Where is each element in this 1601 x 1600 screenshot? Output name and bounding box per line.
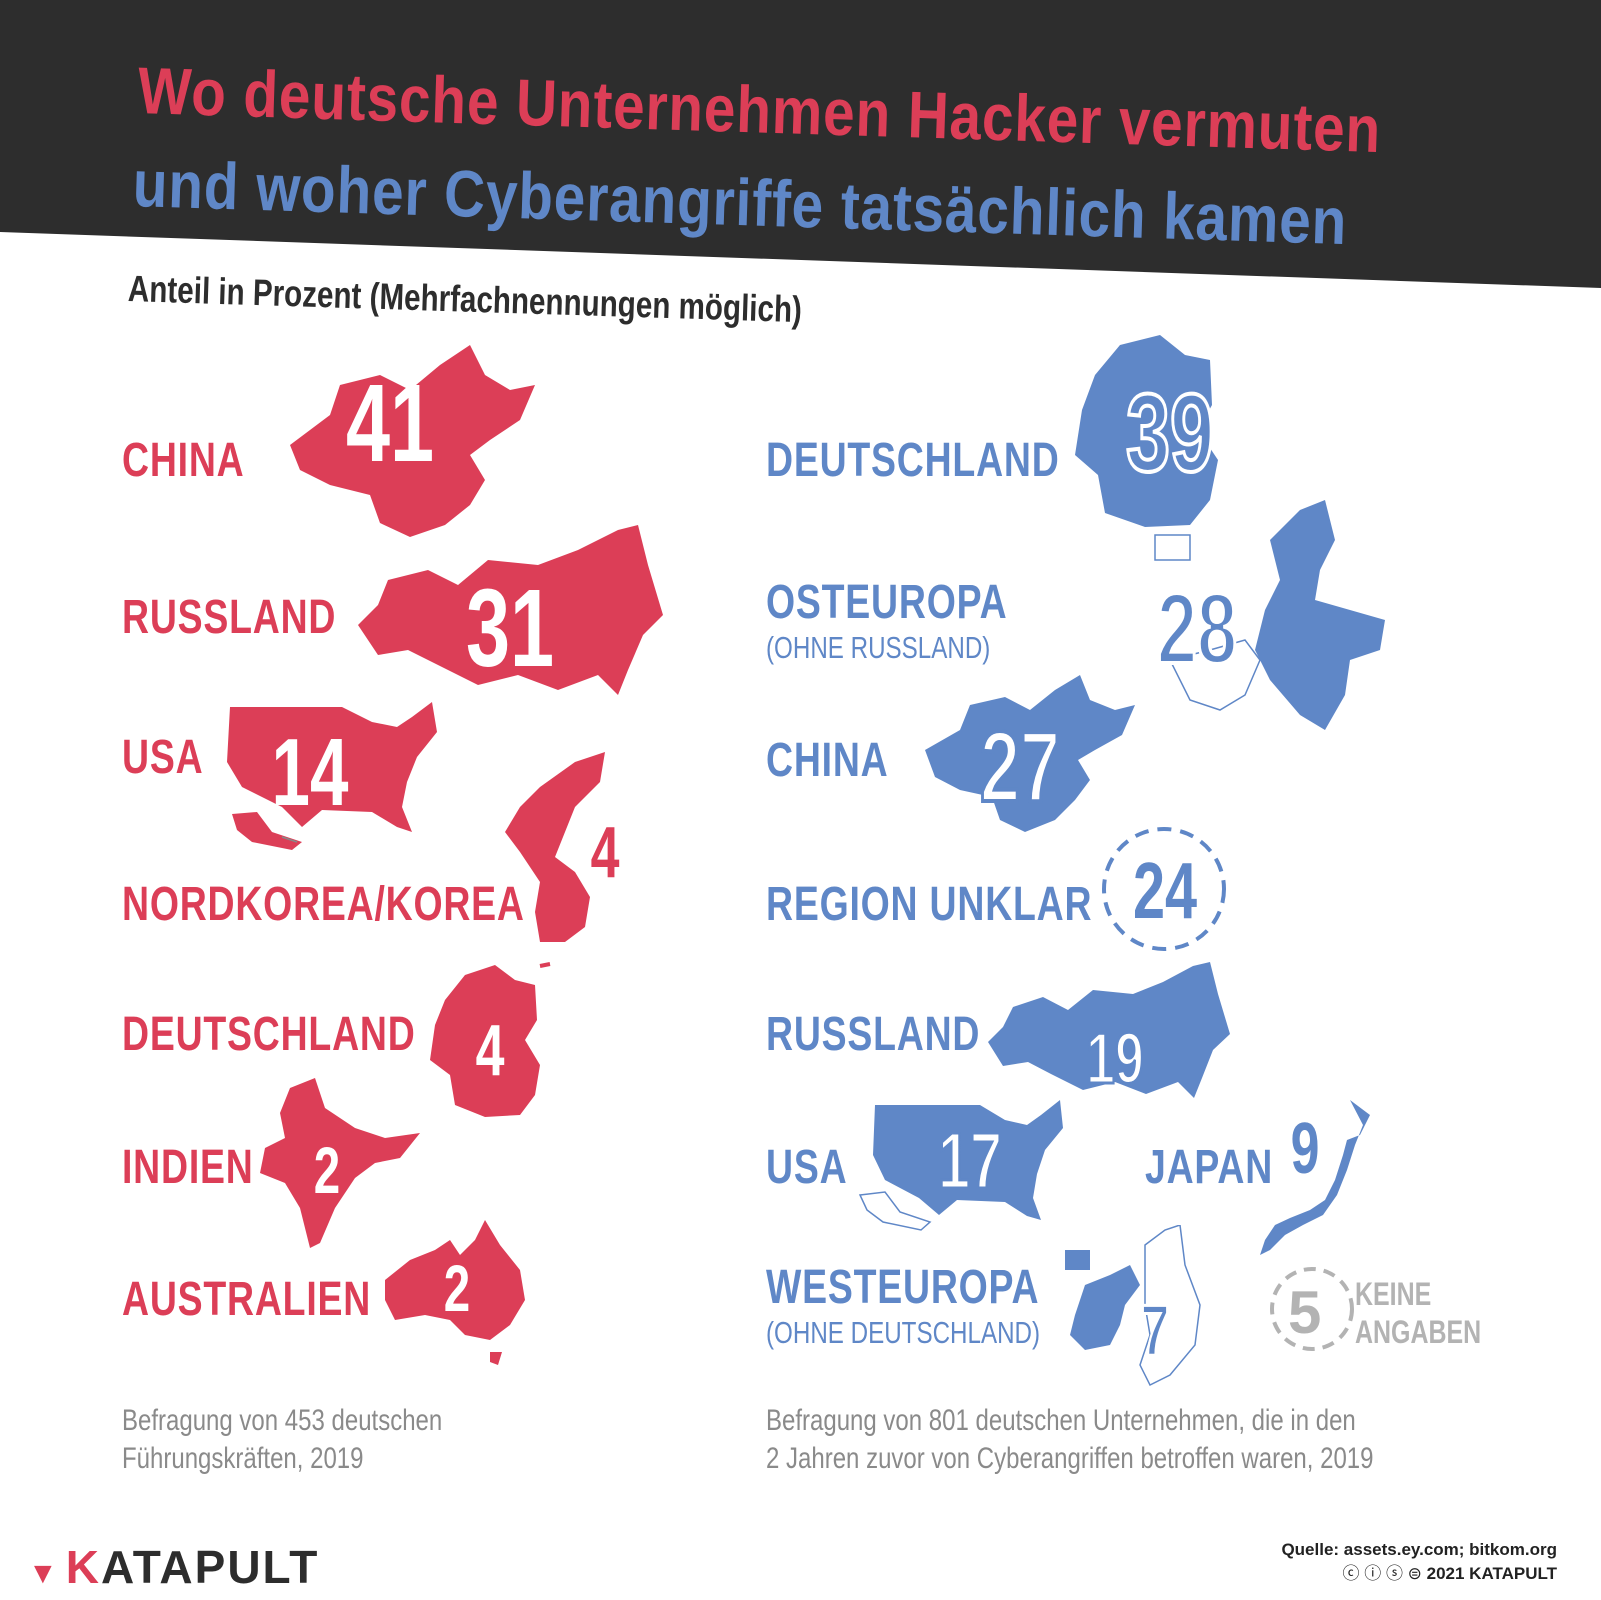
copyright-text: 2021 KATAPULT (1426, 1564, 1557, 1583)
label-korea-suspected: NORDKOREA/KOREA (122, 878, 525, 931)
value-china-actual: 27 (979, 709, 1062, 825)
china-map-shape-actual (925, 675, 1135, 832)
label-no-answer-line1: KEINE (1355, 1276, 1432, 1312)
catapult-icon: ▼ (28, 1557, 60, 1590)
note-actual-line2: 2 Jahren zuvor von Cyberangriffen betrof… (766, 1442, 1374, 1475)
cc-license-icons: ⓒ ⓘ ⓢ ⊜ (1342, 1564, 1427, 1583)
japan-map-shape (1260, 1100, 1370, 1255)
logo-letter-k: K (65, 1541, 101, 1593)
label-no-answer-line2: ANGABEN (1355, 1314, 1482, 1350)
value-unknown-actual: 24 (1132, 846, 1198, 935)
label-germany-actual: DEUTSCHLAND (766, 434, 1060, 487)
source-block: Quelle: assets.ey.com; bitkom.org ⓒ ⓘ ⓢ … (1281, 1538, 1557, 1586)
russia-map-shape (358, 525, 663, 695)
katapult-logo: ▼ KATAPULT (28, 1540, 319, 1594)
label-east-europe-actual: OSTEUROPA (766, 576, 1008, 629)
title-line-suspected: Wo deutsche Unternehmen Hacker vermuten (136, 53, 1383, 167)
label-russia-actual: RUSSLAND (766, 1008, 981, 1061)
value-usa-actual: 17 (937, 1115, 1003, 1207)
value-australia-suspected: 2 (443, 1251, 471, 1325)
value-west-europe-actual: 7 (1139, 1290, 1170, 1373)
india-map-shape (260, 1078, 420, 1248)
title-block: Wo deutsche Unternehmen Hacker vermuten … (0, 0, 1601, 300)
value-japan-actual: 9 (1290, 1109, 1320, 1189)
label-usa-suspected: USA (122, 731, 204, 784)
label-china-actual: CHINA (766, 734, 889, 787)
value-germany-suspected: 4 (475, 1011, 505, 1091)
label-germany-suspected: DEUTSCHLAND (122, 1008, 416, 1061)
unknown-region-circle (1102, 827, 1226, 951)
russia-map-shape-actual (988, 962, 1230, 1098)
east-europe-map-shape (1154, 500, 1385, 730)
label-australia-suspected: AUSTRALIEN (122, 1273, 372, 1326)
value-korea-suspected: 4 (590, 813, 620, 893)
title-banner (0, 0, 1601, 300)
label-west-europe-actual: WESTEUROPA (766, 1261, 1040, 1314)
germany-map-shape-suspected (430, 965, 540, 1117)
label-usa-actual: USA (766, 1141, 848, 1194)
label-india-suspected: INDIEN (122, 1141, 254, 1194)
source-line: Quelle: assets.ey.com; bitkom.org (1281, 1540, 1557, 1559)
usa-map-shape-actual (858, 1100, 1063, 1231)
note-suspected-line2: Führungskräften, 2019 (122, 1442, 364, 1475)
label-japan-actual: JAPAN (1145, 1141, 1274, 1194)
label-no-answer: KEINE ANGABEN (1355, 1275, 1481, 1351)
value-russia-actual: 19 (1085, 1018, 1145, 1101)
title-line-actual: und woher Cyberangriffe tatsächlich kame… (131, 146, 1349, 259)
usa-map-shape (227, 702, 437, 850)
label-unknown-actual: REGION UNKLAR (766, 878, 1093, 931)
label-russia-suspected: RUSSLAND (122, 591, 337, 644)
sublabel-east-europe: (OHNE RUSSLAND) (766, 630, 991, 665)
value-china-suspected: 41 (345, 362, 435, 485)
sublabel-west-europe: (OHNE DEUTSCHLAND) (766, 1315, 1041, 1350)
banner-background (0, 0, 1601, 288)
value-germany-actual: 39 (1125, 370, 1216, 497)
note-actual: Befragung von 801 deutschen Unternehmen,… (766, 1402, 1374, 1478)
label-china-suspected: CHINA (122, 434, 245, 487)
value-no-answer: 5 (1288, 1279, 1322, 1346)
germany-map-shape-actual (1075, 335, 1218, 527)
note-suspected-line1: Befragung von 453 deutschen (122, 1404, 443, 1437)
value-east-europe-actual: 28 (1156, 571, 1239, 687)
west-europe-map-shape (1065, 1225, 1201, 1387)
note-actual-line1: Befragung von 801 deutschen Unternehmen,… (766, 1404, 1356, 1437)
no-answer-circle (1270, 1267, 1354, 1351)
copyright-line: ⓒ ⓘ ⓢ ⊜ 2021 KATAPULT (1281, 1562, 1558, 1586)
australia-map-shape (385, 1220, 525, 1365)
note-suspected: Befragung von 453 deutschen Führungskräf… (122, 1402, 442, 1478)
value-russia-suspected: 31 (465, 567, 555, 690)
korea-map-shape (505, 752, 605, 968)
value-india-suspected: 2 (313, 1133, 341, 1207)
logo-rest: ATAPULT (100, 1541, 320, 1593)
china-map-shape (290, 345, 535, 537)
value-usa-suspected: 14 (271, 719, 349, 826)
